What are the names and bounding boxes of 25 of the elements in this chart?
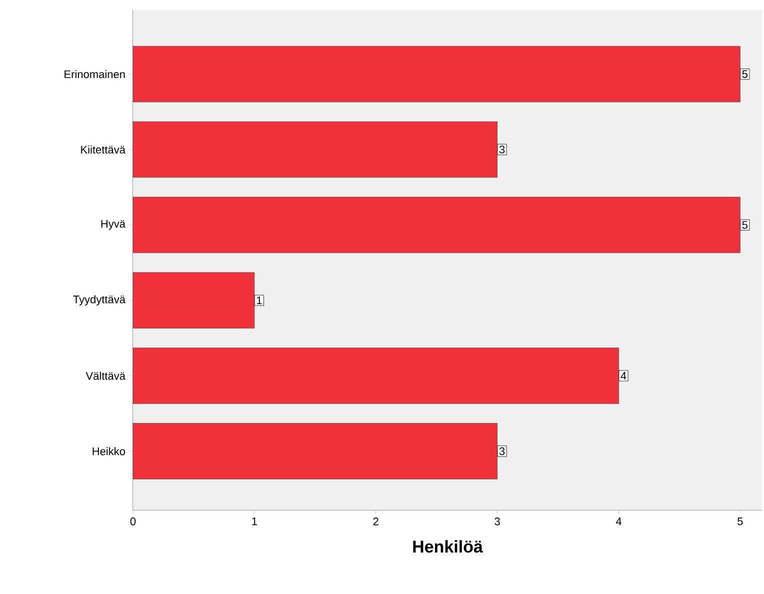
- data-label: 3: [499, 146, 505, 154]
- bar: [132, 46, 740, 102]
- data-label: 3: [499, 447, 505, 456]
- y-tick-label: Hyvä: [101, 220, 126, 230]
- x-tick-label: 0: [130, 518, 136, 526]
- y-tick-label: Kiitettävä: [81, 145, 126, 154]
- x-tick-label: 1: [252, 518, 257, 526]
- y-tick-label: Tyydyttävä: [73, 295, 126, 306]
- y-tick-label: Välttävä: [86, 372, 126, 380]
- y-tick-label: Erinomainen: [64, 70, 125, 78]
- x-tick-label: 4: [616, 518, 622, 526]
- bar: [132, 423, 498, 480]
- data-label: 4: [620, 372, 626, 380]
- y-tick-label: Heikko: [92, 447, 126, 456]
- bar: [132, 196, 740, 254]
- bar: [132, 121, 498, 178]
- x-axis-title: Henkilöä: [413, 540, 483, 553]
- x-tick-label: 5: [738, 518, 743, 526]
- bar: [132, 272, 255, 328]
- data-label: 5: [742, 221, 748, 229]
- x-tick-label: 3: [494, 518, 500, 526]
- bar: [132, 348, 619, 404]
- data-label: 1: [256, 296, 262, 304]
- x-tick-label: 2: [373, 518, 378, 526]
- data-label: 5: [742, 70, 748, 78]
